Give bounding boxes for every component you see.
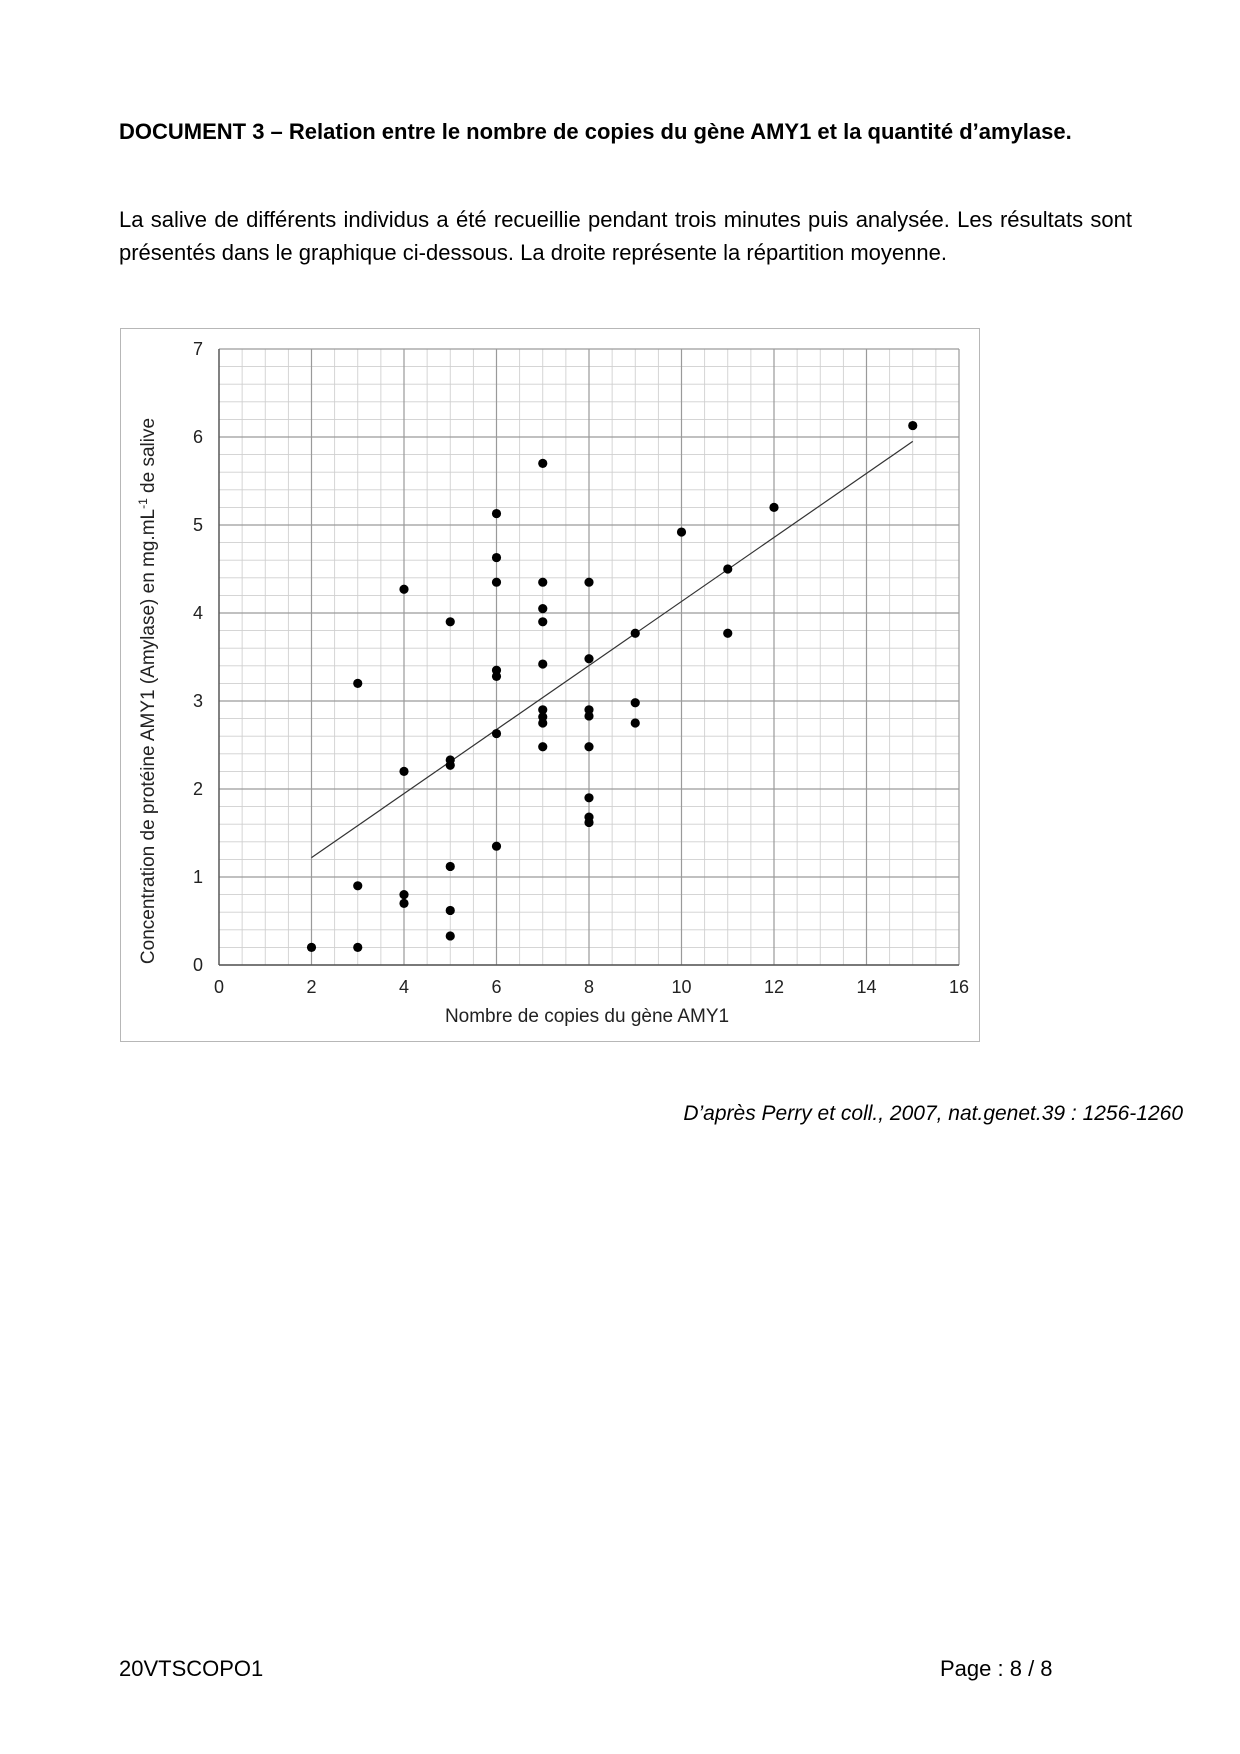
data-point	[908, 420, 918, 431]
x-tick-label: 4	[399, 977, 409, 997]
data-point	[630, 628, 640, 638]
data-point	[399, 766, 409, 776]
data-point	[445, 755, 455, 765]
data-point	[538, 705, 548, 715]
data-point	[353, 678, 363, 688]
data-point	[723, 564, 733, 574]
y-tick-label: 0	[193, 955, 203, 975]
data-point	[723, 628, 733, 638]
data-point	[353, 942, 363, 953]
data-point	[491, 552, 502, 563]
data-point	[445, 905, 455, 916]
data-point	[538, 617, 548, 627]
data-point	[491, 841, 502, 851]
data-point	[538, 604, 548, 614]
document-title: DOCUMENT 3 – Relation entre le nombre de…	[119, 119, 1072, 144]
data-point	[491, 665, 502, 675]
y-tick-label: 6	[193, 427, 203, 447]
y-axis-label-tail: de salive	[138, 418, 159, 498]
data-point	[538, 458, 548, 468]
source-citation: D’après Perry et coll., 2007, nat.genet.…	[683, 1102, 1183, 1125]
y-tick-label: 7	[193, 339, 203, 359]
data-point	[584, 812, 594, 822]
chart-frame: 0 2 4 6 8 10 12 14 16 0 1 2 3 4 5 6 7 Nombre de copies d…	[120, 328, 980, 1042]
data-point	[538, 742, 548, 752]
trend-line-group	[311, 440, 914, 859]
data-point	[399, 898, 409, 909]
y-axis-label: Concentration de protéine AMY1 (Amylase)…	[136, 418, 159, 964]
axes	[218, 349, 959, 966]
data-point	[538, 659, 548, 669]
data-points	[306, 420, 918, 953]
data-point	[491, 577, 502, 587]
data-point	[584, 654, 594, 664]
data-point	[630, 718, 640, 728]
footer-page-number: Page : 8 / 8	[940, 1656, 1053, 1681]
x-tick-label: 10	[671, 977, 691, 997]
data-point	[306, 942, 317, 953]
data-point	[769, 502, 779, 512]
y-axis-label-sup: -1	[136, 498, 150, 509]
x-tick-label: 8	[584, 977, 594, 997]
document-intro: La salive de différents individus a été …	[119, 207, 1132, 265]
footer-code: 20VTSCOPO1	[119, 1656, 264, 1681]
y-tick-label: 3	[193, 691, 203, 711]
x-tick-label: 0	[214, 977, 224, 997]
data-point	[445, 617, 455, 627]
data-point	[399, 584, 409, 594]
data-point	[584, 742, 594, 752]
y-tick-label: 1	[193, 867, 203, 887]
data-point	[630, 698, 640, 708]
data-point	[538, 712, 548, 722]
x-tick-label: 16	[949, 977, 969, 997]
x-tick-label: 14	[856, 977, 876, 997]
trend-line	[311, 440, 914, 859]
y-tick-label: 5	[193, 515, 203, 535]
data-point	[676, 527, 687, 537]
data-point	[353, 881, 363, 891]
x-tick-label: 12	[764, 977, 784, 997]
data-point	[538, 577, 548, 587]
data-point	[491, 508, 502, 519]
data-point	[445, 861, 455, 872]
x-axis-label: Nombre de copies du gène AMY1	[445, 1006, 729, 1027]
data-point	[584, 577, 594, 587]
data-point	[399, 890, 409, 900]
y-tick-label: 4	[193, 603, 203, 623]
x-tick-label: 6	[491, 977, 501, 997]
x-tick-label: 2	[306, 977, 316, 997]
y-axis-label-main: Concentration de protéine AMY1 (Amylase)…	[138, 509, 159, 964]
y-tick-label: 2	[193, 779, 203, 799]
data-point	[491, 728, 502, 739]
data-point	[584, 793, 594, 803]
data-point	[584, 705, 594, 715]
data-point	[445, 931, 455, 941]
